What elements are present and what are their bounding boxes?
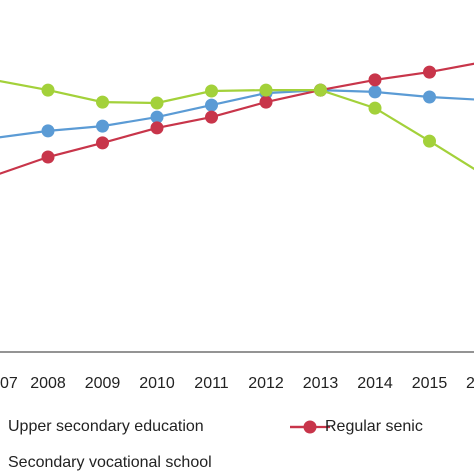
point	[205, 110, 218, 124]
point	[314, 83, 327, 97]
point	[96, 136, 109, 150]
x-tick-label: 2011	[194, 375, 229, 392]
point	[205, 84, 218, 98]
point	[150, 96, 164, 110]
point	[259, 83, 273, 97]
point	[41, 83, 55, 97]
point	[368, 85, 382, 99]
plot	[0, 62, 474, 175]
x-tick-label: 2008	[30, 375, 66, 392]
x-tick-label: 07	[0, 375, 18, 392]
legend-label: Regular senic	[325, 418, 423, 435]
point	[368, 101, 382, 115]
legend-marker	[303, 420, 317, 434]
point	[150, 110, 164, 124]
series-line	[0, 79, 474, 171]
series-line	[0, 88, 474, 139]
point	[205, 98, 218, 112]
point	[423, 90, 436, 104]
x-tick-label: 2	[466, 375, 474, 392]
legend-label: Secondary vocational school	[8, 454, 212, 471]
point	[368, 73, 382, 87]
point	[41, 124, 55, 138]
point	[150, 121, 164, 135]
legend-label: Upper secondary education	[8, 418, 204, 435]
x-tick-label: 2014	[357, 375, 393, 392]
x-tick-label: 2010	[139, 375, 175, 392]
x-tick-label: 2009	[85, 375, 121, 392]
point	[423, 65, 436, 79]
series-line	[0, 62, 474, 175]
x-tick-label: 2013	[303, 375, 339, 392]
x-tick-label: 2012	[248, 375, 284, 392]
point	[259, 95, 273, 109]
point	[41, 150, 55, 164]
point	[96, 119, 109, 133]
x-tick-label: 2015	[412, 375, 448, 392]
point	[423, 134, 436, 148]
point	[96, 95, 109, 109]
